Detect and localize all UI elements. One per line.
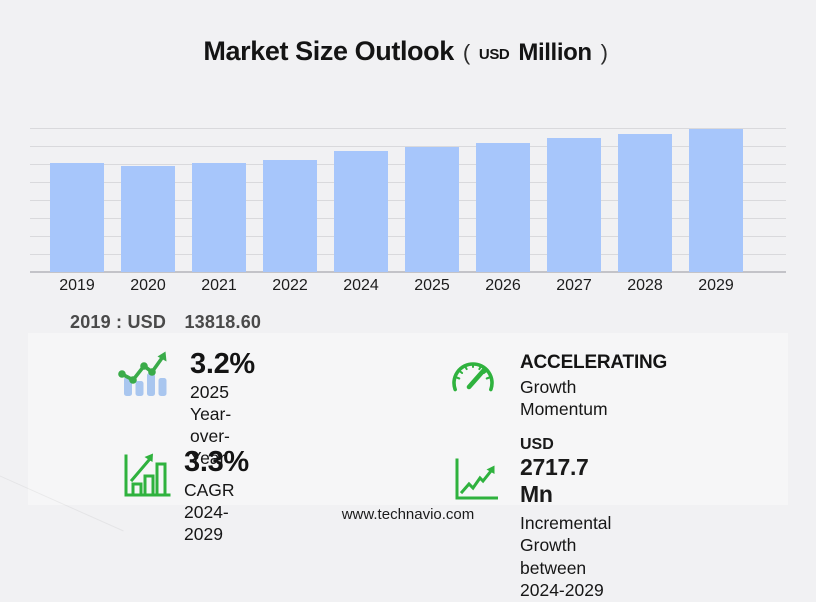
x-axis-label-2029: 2029 <box>698 277 734 294</box>
growth-bars-icon <box>124 453 171 497</box>
x-axis-label-2019: 2019 <box>59 277 95 294</box>
bar-2027 <box>547 138 601 272</box>
x-axis-label-2028: 2028 <box>627 277 663 294</box>
bar-2025 <box>405 146 459 272</box>
x-axis-label-2021: 2021 <box>201 277 237 294</box>
footer-url: www.technavio.com <box>341 506 475 523</box>
title-paren-open: ( <box>462 40 470 65</box>
stat-incremental-caption-line2: between 2024-2029 <box>520 557 604 600</box>
x-axis-label-2020: 2020 <box>130 277 166 294</box>
title-main: Market Size Outlook <box>203 36 454 66</box>
x-axis-label-2026: 2026 <box>485 277 521 294</box>
chart-value-annotation: 2019 : USD 13818.60 <box>70 312 261 333</box>
bar-2029 <box>689 129 743 272</box>
bar-trend-icon <box>118 351 167 396</box>
stat-momentum-value: ACCELERATING <box>520 352 668 373</box>
stat-cagr-value: 3.3% <box>184 446 249 478</box>
title-unit-scale: Million <box>518 39 592 66</box>
title-unit-currency: USD <box>478 46 510 63</box>
x-axis-line <box>30 271 786 273</box>
x-axis-label-2025: 2025 <box>414 277 450 294</box>
title-paren-close: ) <box>600 40 608 65</box>
bar-2028 <box>618 133 672 272</box>
annotation-year: 2019 <box>70 312 111 332</box>
bar-2022 <box>263 160 317 272</box>
bar-2021 <box>192 162 246 272</box>
bar-2019 <box>50 163 104 272</box>
stat-yoy-value: 3.2% <box>190 348 255 380</box>
stats-card <box>28 333 788 505</box>
stat-momentum-caption: Growth Momentum <box>520 376 608 419</box>
x-axis-label-2027: 2027 <box>556 277 592 294</box>
stat-yoy-caption: 2025 Year-over-Year <box>190 382 232 469</box>
annotation-value: 13818.60 <box>184 312 262 332</box>
stat-incremental-value: USD 2717.7 Mn <box>520 436 611 508</box>
bar-2020 <box>121 165 175 272</box>
bar-2026 <box>476 142 530 272</box>
bar-2024 <box>334 150 388 272</box>
x-axis-label-2024: 2024 <box>343 277 379 294</box>
bar-chart: 2019 2020 2021 2022 2024 2025 2026 2027 2028 2029 <box>30 128 786 294</box>
speedometer-icon <box>452 362 494 392</box>
page-title: Market Size Outlook ( USD Million ) <box>0 36 816 67</box>
market-size-outlook-infographic: Market Size Outlook ( USD Million ) 2019… <box>0 36 816 600</box>
x-axis-label-2022: 2022 <box>272 277 308 294</box>
annotation-currency: USD <box>127 312 167 332</box>
gridline <box>30 146 786 147</box>
line-chart-icon <box>455 458 498 500</box>
stat-incremental-amount: 2717.7 Mn <box>520 454 589 507</box>
stat-incremental-currency: USD <box>520 436 554 453</box>
gridline <box>30 128 786 129</box>
annotation-separator: : <box>116 312 123 332</box>
